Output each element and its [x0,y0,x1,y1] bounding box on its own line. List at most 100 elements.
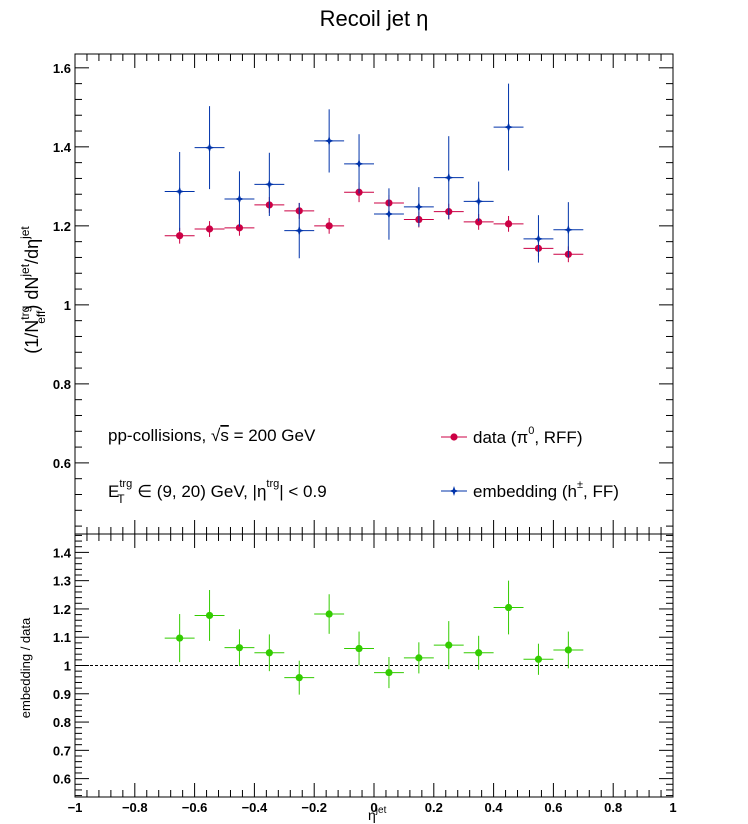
x-tick-label: −0.8 [122,800,148,815]
data-point [523,643,554,675]
y-tick-label: 0.7 [53,743,71,758]
point-marker [234,193,245,204]
y-tick-label: 1.6 [53,61,71,76]
point-marker [534,655,543,663]
ylabel-sup-jet: jet [18,263,32,277]
point-marker [264,179,275,190]
bottom-y-axis: 0.6 0.7 0.8 0.9 1 1.1 1.2 1.3 1.4 [53,534,673,797]
series-0 [164,580,584,695]
point-marker [504,603,513,612]
ylabel-part-c: /dη [22,239,42,264]
ylabel-sub-eff: eff [34,310,48,324]
bottom-y-axis-label: embedding / data [18,617,33,718]
data-point [164,151,195,231]
point-marker [475,218,483,226]
data-point [493,215,524,232]
data-point [284,202,315,259]
data-point [493,83,524,171]
point-marker [324,135,335,146]
top-y-axis: 0.6 0.8 1 1.2 1.4 1.6 [53,61,673,527]
data-point [224,171,255,227]
annotation-collisions: pp-collisions, √s = 200 GeV [108,426,316,445]
y-tick-label: 1.3 [53,574,71,589]
top-panel: 0.60.811.21.41.6 (1/Ntrg eff) dNjet/dηjet… [18,53,674,535]
data-point [164,614,195,663]
x-tick-label: 0.2 [425,800,443,815]
data-point [254,634,285,672]
legend-marker-embedding [449,486,459,496]
point-marker [443,172,454,183]
point-marker [294,225,305,236]
point-marker [564,646,572,654]
series-1 [164,83,584,263]
x-tick-label: 0 [370,800,377,815]
bottom-plot-frame [74,533,674,798]
point-marker [533,233,544,244]
series-0 [164,182,584,263]
point-marker [413,201,424,212]
y-tick-label: 0.8 [53,715,71,730]
point-marker [475,649,483,657]
data-point [553,631,584,669]
top-x-ticks [74,54,674,534]
y-tick-label: 1.1 [53,630,71,645]
x-tick-label: 0.4 [485,800,504,815]
data-point [284,660,315,695]
x-tick-label: 1 [669,800,676,815]
legend: data (π0, RFF) embedding (h±, FF) [441,425,619,501]
point-marker [383,209,394,219]
bottom-panel: 0.6 0.7 0.8 0.9 1 1.1 1.2 1.3 1.4 −1 −0.8 −0.6 −0.4… [18,533,677,823]
data-point [463,635,494,670]
y-tick-label: 0.8 [53,377,71,392]
point-marker [355,644,363,653]
data-point [194,106,225,190]
y-tick-label: 0.9 [53,687,71,702]
y-tick-label: 1.2 [53,602,71,617]
point-marker [204,142,215,153]
point-marker [295,674,303,682]
annotation-trigger-cut: Etrg T ∈ (9, 20) GeV, |ηtrg| < 0.9 [108,478,327,506]
data-point [553,202,584,258]
ylabel-part-b: ) dN [22,277,42,311]
y-tick-label: 0.6 [53,772,71,787]
data-point [194,221,225,237]
data-point [403,187,434,227]
top-y-axis-label: (1/Ntrg eff) dNjet/dηjet [18,226,48,354]
x-axis-label: ηjet [368,805,387,823]
x-tick-label: 0.6 [544,800,562,815]
data-point [314,109,345,173]
legend-entry-data: data (π0, RFF) [441,425,582,447]
ylabel-sup-trg: trg [18,306,32,320]
data-point [224,219,255,236]
y-tick-label: 1 [64,659,71,674]
bottom-x-axis: −1 −0.8 −0.6 −0.4 −0.2 0 0.2 0.4 0.6 0.8 1 [68,534,677,815]
y-tick-label: 1.2 [53,219,71,234]
data-point [314,594,345,634]
bottom-series-layer [164,580,584,695]
x-tick-label: −0.4 [242,800,268,815]
legend-label-data: data (π0, RFF) [473,425,582,447]
x-tick-label: −1 [68,800,83,815]
point-marker [504,220,513,228]
data-point [344,134,374,194]
y-tick-label: 1.4 [53,140,72,155]
x-tick-label: −0.2 [301,800,327,815]
y-tick-label: 1.4 [53,545,72,560]
point-marker [205,225,214,233]
point-marker [325,222,333,230]
legend-marker-data [450,433,458,441]
x-tick-label: 0.8 [604,800,622,815]
y-tick-label: 1 [64,298,71,313]
point-marker [235,224,244,232]
point-marker [325,610,333,618]
point-marker [385,668,393,677]
data-point [374,657,404,689]
data-point [433,621,464,670]
data-point [523,215,554,263]
point-marker [354,158,365,169]
data-point [344,631,374,666]
ylabel-part-a: (1/N [22,320,42,354]
top-plot-frame [74,53,674,535]
data-point [194,589,225,641]
